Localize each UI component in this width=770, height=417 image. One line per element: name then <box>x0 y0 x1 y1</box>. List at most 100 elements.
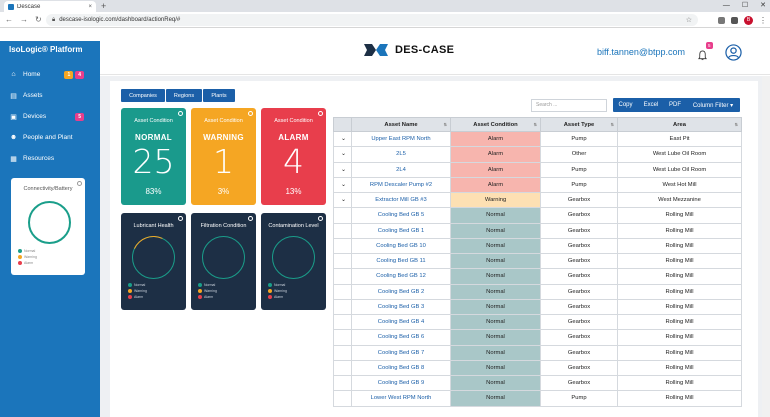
sidebar-item-resources[interactable]: ▦ Resources <box>0 148 100 169</box>
expand-cell[interactable] <box>333 329 352 346</box>
info-icon[interactable] <box>248 111 253 116</box>
asset-condition-header[interactable]: Asset Condition ⇅ <box>450 117 541 132</box>
table-row[interactable]: Cooling Bed GB 5 Normal Gearbox Rolling Mil… <box>333 207 742 224</box>
table-row[interactable]: Cooling Bed GB 12 Normal Gearbox Rolling Mi… <box>333 268 742 285</box>
normal-condition-card[interactable]: Asset Condition NORMAL 25 83% <box>121 108 186 205</box>
info-icon[interactable] <box>77 181 82 186</box>
page-scrollbar[interactable] <box>762 76 770 417</box>
info-icon[interactable] <box>318 216 323 221</box>
chevron-down-icon[interactable]: ⌄ <box>341 197 347 203</box>
asset-name-link[interactable]: Cooling Bed GB 10 <box>351 237 451 255</box>
asset-name-link[interactable]: Cooling Bed GB 1 <box>351 222 451 239</box>
table-row[interactable]: Cooling Bed GB 11 Normal Gearbox Rolling Mi… <box>333 252 742 270</box>
lubricant-health-card[interactable]: Lubricant Health Normal Warning Alarm <box>121 213 186 310</box>
expand-cell[interactable] <box>333 283 352 300</box>
bookmark-star-icon[interactable]: ☆ <box>685 17 692 24</box>
minimize-button[interactable]: — <box>722 2 730 9</box>
asset-name-link[interactable]: Cooling Bed GB 5 <box>351 207 451 224</box>
expand-cell[interactable]: ⌄ <box>333 191 352 209</box>
browser-tab[interactable]: Descase × <box>4 1 96 12</box>
expand-cell[interactable] <box>333 313 352 331</box>
maximize-button[interactable]: ☐ <box>741 2 749 9</box>
asset-type-header[interactable]: Asset Type ⇅ <box>540 117 618 132</box>
search-input[interactable]: Search ... <box>531 98 607 112</box>
asset-name-link[interactable]: Cooling Bed GB 8 <box>351 359 451 377</box>
table-row[interactable]: ⌄ Upper East RPM North Alarm Pump East Pit <box>333 130 742 148</box>
table-row[interactable]: ⌄ RPM Descaler Pump #2 Alarm Pump West Hot M… <box>333 176 742 194</box>
asset-name-link[interactable]: 2L5 <box>351 146 451 163</box>
browser-menu-icon[interactable]: ⋮ <box>759 15 767 25</box>
expand-cell[interactable] <box>333 298 352 316</box>
chevron-down-icon[interactable]: ⌄ <box>341 166 347 173</box>
table-row[interactable]: Cooling Bed GB 6 Normal Gearbox Rolling Mil… <box>333 329 742 346</box>
expand-cell[interactable]: ⌄ <box>333 176 352 194</box>
expand-cell[interactable] <box>333 390 352 407</box>
plants-filter-button[interactable]: Plants <box>203 89 235 102</box>
asset-name-link[interactable]: Extractor Mill GB #3 <box>351 191 451 209</box>
expand-cell[interactable] <box>333 252 352 270</box>
table-row[interactable]: Cooling Bed GB 8 Normal Gearbox Rolling Mil… <box>333 359 742 377</box>
filtration-condition-card[interactable]: Filtration Condition Normal Warning Alar… <box>191 213 256 310</box>
asset-name-link[interactable]: 2L4 <box>351 161 451 178</box>
table-row[interactable]: Cooling Bed GB 3 Normal Gearbox Rolling Mil… <box>333 298 742 316</box>
expand-cell[interactable] <box>333 374 352 392</box>
sidebar-item-home[interactable]: ⌂ Home 1 4 <box>0 64 100 85</box>
asset-name-link[interactable]: Cooling Bed GB 2 <box>351 283 451 300</box>
asset-name-link[interactable]: Cooling Bed GB 11 <box>351 252 451 270</box>
chevron-down-icon[interactable]: ⌄ <box>341 181 347 188</box>
info-icon[interactable] <box>318 111 323 116</box>
close-window-button[interactable]: ✕ <box>760 2 766 9</box>
user-email[interactable]: biff.tannen@btpp.com <box>597 47 686 57</box>
sort-icon[interactable]: ⇅ <box>734 122 738 127</box>
table-row[interactable]: ⌄ Extractor Mill GB #3 Warning Gearbox West … <box>333 191 742 209</box>
table-row[interactable]: ⌄ 2L4 Alarm Pump West Lube Oil Room <box>333 161 742 178</box>
alarm-condition-card[interactable]: Asset Condition ALARM 4 13% <box>261 108 326 205</box>
companies-filter-button[interactable]: Companies <box>121 89 165 102</box>
user-account-icon[interactable] <box>725 44 742 61</box>
asset-name-link[interactable]: Cooling Bed GB 7 <box>351 344 451 361</box>
chevron-down-icon[interactable]: ⌄ <box>341 151 347 158</box>
bell-icon[interactable] <box>697 50 708 61</box>
profile-avatar[interactable]: B <box>744 15 753 25</box>
sort-icon[interactable]: ⇅ <box>610 122 614 127</box>
sidebar-item-devices[interactable]: ▣ Devices 5 <box>0 106 100 127</box>
chevron-down-icon[interactable]: ⌄ <box>341 136 347 142</box>
table-row[interactable]: ⌄ 2L5 Alarm Other West Lube Oil Room <box>333 146 742 163</box>
asset-name-link[interactable]: Cooling Bed GB 6 <box>351 329 451 346</box>
table-row[interactable]: Cooling Bed GB 1 Normal Gearbox Rolling Mil… <box>333 222 742 239</box>
asset-name-link[interactable]: Lower West RPM North <box>351 390 451 407</box>
regions-filter-button[interactable]: Regions <box>166 89 202 102</box>
area-header[interactable]: Area ⇅ <box>617 117 742 132</box>
expand-cell[interactable]: ⌄ <box>333 161 352 178</box>
table-row[interactable]: Cooling Bed GB 4 Normal Gearbox Rolling Mil… <box>333 313 742 331</box>
asset-name-header[interactable]: Asset Name ⇅ <box>351 117 451 132</box>
table-row[interactable]: Cooling Bed GB 7 Normal Gearbox Rolling Mil… <box>333 344 742 361</box>
asset-name-link[interactable]: Cooling Bed GB 3 <box>351 298 451 316</box>
back-icon[interactable]: ← <box>5 15 13 24</box>
new-tab-button[interactable]: + <box>101 1 107 11</box>
copy-button[interactable]: Copy <box>618 102 633 108</box>
reload-icon[interactable]: ↻ <box>35 15 42 24</box>
asset-name-link[interactable]: Upper East RPM North <box>351 130 451 148</box>
tab-close-button[interactable]: × <box>88 3 92 10</box>
address-bar[interactable]: 🔒︎ descase-isologic.com/dashboard/action… <box>46 14 698 26</box>
expand-cell[interactable]: ⌄ <box>333 146 352 163</box>
table-row[interactable]: Cooling Bed GB 10 Normal Gearbox Rolling Mi… <box>333 237 742 255</box>
sort-icon[interactable]: ⇅ <box>443 122 447 127</box>
asset-name-link[interactable]: Cooling Bed GB 9 <box>351 374 451 392</box>
expand-cell[interactable] <box>333 359 352 377</box>
expand-cell[interactable]: ⌄ <box>333 130 352 148</box>
expand-cell[interactable] <box>333 344 352 361</box>
extension-puzzle-icon[interactable] <box>731 16 738 24</box>
warning-condition-card[interactable]: Asset Condition WARNING 1 3% <box>191 108 256 205</box>
sidebar-item-people-and-plant[interactable]: ☻ People and Plant <box>0 127 100 148</box>
asset-name-link[interactable]: RPM Descaler Pump #2 <box>351 176 451 194</box>
column-filter-button[interactable]: Column Filter ▾ <box>692 102 734 109</box>
table-row[interactable]: Lower West RPM North Normal Pump Rolling Mi… <box>333 390 742 407</box>
info-icon[interactable] <box>178 216 183 221</box>
expand-cell[interactable] <box>333 237 352 255</box>
asset-name-link[interactable]: Cooling Bed GB 12 <box>351 268 451 285</box>
sidebar-item-assets[interactable]: ▤ Assets <box>0 85 100 106</box>
pdf-button[interactable]: PDF <box>669 102 681 108</box>
expand-cell[interactable] <box>333 268 352 285</box>
